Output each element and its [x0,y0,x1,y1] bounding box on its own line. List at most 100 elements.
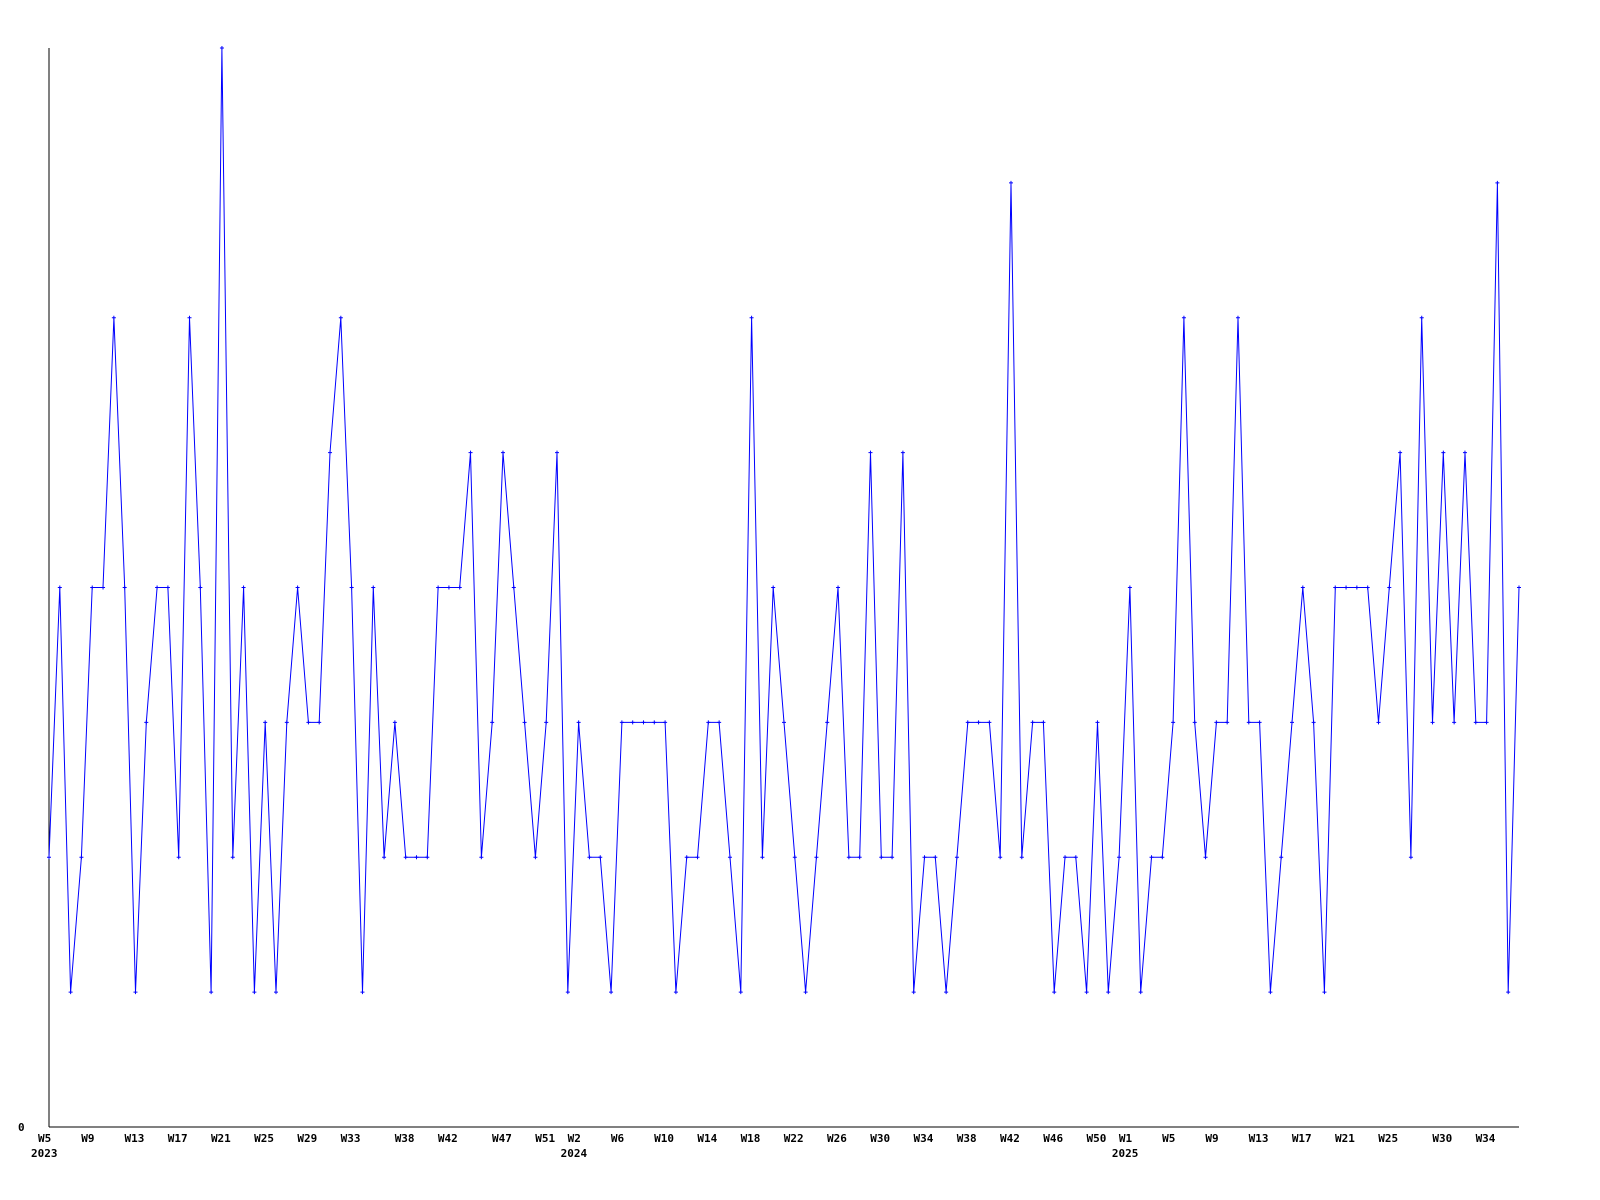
data-point [273,990,278,995]
data-point [198,585,203,590]
data-point [187,315,192,320]
data-point [1203,855,1208,860]
x-tick-label: W17 [1292,1132,1312,1145]
data-point [933,855,938,860]
data-point [1268,990,1273,995]
data-point [392,720,397,725]
data-point [900,450,905,455]
data-point [587,855,592,860]
data-point [1300,585,1305,590]
data-point [1462,450,1467,455]
data-point [1322,990,1327,995]
data-point [479,855,484,860]
data-point [1181,315,1186,320]
data-point [425,855,430,860]
data-point [760,855,765,860]
data-point [771,585,776,590]
data-point [252,990,257,995]
data-point [1376,720,1381,725]
data-point [663,720,668,725]
data-point [349,585,354,590]
data-point [641,720,646,725]
data-point [846,855,851,860]
data-point [133,990,138,995]
data-point [1290,720,1295,725]
data-point [814,855,819,860]
data-point [1365,585,1370,590]
data-point [1008,180,1013,185]
data-point [457,585,462,590]
data-point [47,855,51,860]
data-point [1106,990,1111,995]
data-point [101,585,106,590]
data-point [619,720,624,725]
data-point [144,720,149,725]
x-tick-label: W47 [492,1132,512,1145]
data-point [803,990,808,995]
x-tick-label: W46 [1043,1132,1063,1145]
data-point [1214,720,1219,725]
data-point [1506,990,1511,995]
x-tick-label: W38 [395,1132,415,1145]
data-point [436,585,441,590]
data-point [609,990,614,995]
data-point [1073,855,1078,860]
data-point [468,450,473,455]
data-point [684,855,689,860]
data-point [576,720,581,725]
data-point [965,720,970,725]
x-tick-label: W13 [124,1132,144,1145]
data-point [1517,585,1521,590]
x-tick-label: W10 [654,1132,674,1145]
data-point [57,585,62,590]
data-point [987,720,992,725]
series-line [47,46,1521,995]
data-point [1041,720,1046,725]
data-point [306,720,311,725]
x-tick-label: W9 [1205,1132,1218,1145]
data-point [328,450,333,455]
x-tick-label: W38 [957,1132,977,1145]
data-point [749,315,754,320]
x-tick-label: W29 [297,1132,317,1145]
data-point [1441,450,1446,455]
x-tick-label: W13 [1249,1132,1269,1145]
data-point [122,585,127,590]
data-point [1484,720,1489,725]
x-tick-year-label: 2023 [31,1147,58,1160]
data-point [165,585,170,590]
data-point [1117,855,1122,860]
x-tick-label: W1 [1119,1132,1133,1145]
data-point [673,990,678,995]
x-tick-label: W51 [535,1132,555,1145]
data-point [263,720,268,725]
x-tick-label: W5 [1162,1132,1175,1145]
x-tick-label: W34 [1476,1132,1496,1145]
data-point [1311,720,1316,725]
data-point [511,585,516,590]
x-axis-ticks: W5 2023 W9 W13 W17 W21 W25 W29 W33 W38 W42 W47 W51 W2… [31,1132,1496,1160]
data-point [954,855,959,860]
data-point [1398,450,1403,455]
data-point [727,855,732,860]
data-point [360,990,365,995]
data-point [879,855,884,860]
data-point [295,585,300,590]
x-tick-label: W2 [568,1132,581,1145]
x-tick-label: W14 [697,1132,717,1145]
data-point [403,855,408,860]
data-point [111,315,116,320]
data-point [490,720,495,725]
data-point [598,855,603,860]
data-point [522,720,527,725]
x-tick-label: W50 [1086,1132,1106,1145]
data-point [446,585,451,590]
data-point [209,990,214,995]
data-point [500,450,505,455]
data-point [792,855,797,860]
data-point [544,720,549,725]
data-point [241,585,246,590]
data-point [565,990,570,995]
data-point [836,585,841,590]
